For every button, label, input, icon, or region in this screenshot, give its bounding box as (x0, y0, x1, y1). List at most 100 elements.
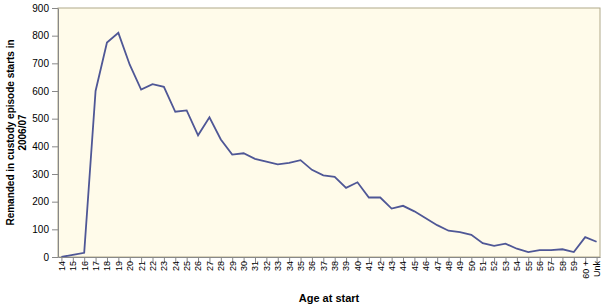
y-tick-mark (52, 229, 58, 230)
x-tick-label: 57 (546, 261, 556, 271)
x-tick: 26 (193, 257, 203, 271)
y-tick-label: 600 (32, 86, 49, 97)
y-tick-label: 400 (32, 141, 49, 152)
x-tick-label: 32 (262, 261, 272, 271)
y-tick: 900 (32, 3, 58, 14)
x-tick: 22 (148, 257, 158, 271)
x-tick: 21 (137, 257, 147, 271)
plot-background (58, 8, 600, 257)
y-tick-label: 500 (32, 113, 49, 124)
x-tick-label: 52 (489, 261, 499, 271)
y-tick: 500 (32, 113, 58, 124)
x-tick-label: 25 (182, 261, 192, 271)
x-tick: 18 (102, 257, 112, 271)
y-tick-mark (52, 174, 58, 175)
x-tick: 51 (478, 257, 488, 271)
y-axis: 0 100 200 300 400 500 600 700 800 900 (32, 3, 58, 263)
y-tick: 200 (32, 196, 58, 207)
x-tick: 59 (569, 257, 579, 271)
x-tick-label: 29 (228, 261, 238, 271)
x-tick-label: 34 (285, 261, 295, 271)
x-tick: 37 (319, 257, 329, 271)
y-tick-label: 800 (32, 30, 49, 41)
x-tick-label: 49 (455, 261, 465, 271)
y-axis-line (58, 9, 59, 258)
y-tick-mark (52, 202, 58, 203)
x-tick-label: 53 (501, 261, 511, 271)
x-tick-label: 23 (159, 261, 169, 271)
series (61, 33, 596, 257)
x-tick-label: 38 (330, 261, 340, 271)
x-tick-label: 17 (91, 261, 101, 271)
x-tick-label: 22 (148, 261, 158, 271)
x-tick: 23 (159, 257, 169, 271)
x-tick: 52 (489, 257, 499, 271)
x-tick-label: 33 (273, 261, 283, 271)
x-tick-label: 47 (433, 261, 443, 271)
x-tick-label: 15 (68, 261, 78, 271)
x-tick-label: 39 (341, 261, 351, 271)
x-tick-label: 26 (193, 261, 203, 271)
x-tick-label: 41 (364, 261, 374, 271)
x-tick: 44 (398, 257, 408, 271)
x-tick: 40 (353, 257, 363, 271)
x-tick-label: 46 (421, 261, 431, 271)
x-tick-label: 60 + (581, 261, 591, 279)
y-tick-mark (52, 36, 58, 37)
x-tick-label: 24 (171, 261, 181, 271)
y-tick-label: 100 (32, 224, 49, 235)
x-tick: 53 (501, 257, 511, 271)
x-tick: 17 (91, 257, 101, 271)
x-tick: 36 (307, 257, 317, 271)
x-tick: 57 (546, 257, 556, 271)
x-tick-label: 56 (535, 261, 545, 271)
y-axis-title: Remanded in custody episode starts in200… (5, 39, 28, 225)
x-tick: 20 (125, 257, 135, 271)
x-tick: 45 (410, 257, 420, 271)
x-tick: 54 (512, 257, 522, 271)
y-tick-mark (52, 146, 58, 147)
y-tick-mark (52, 119, 58, 120)
x-tick-label: 42 (376, 261, 386, 271)
x-tick-label: 54 (512, 261, 522, 271)
x-tick: 14 (57, 257, 67, 271)
x-tick-label: 45 (410, 261, 420, 271)
x-tick: 28 (216, 257, 226, 271)
y-tick: 100 (32, 224, 58, 235)
x-tick: 58 (558, 257, 568, 271)
y-tick-label: 900 (32, 3, 49, 14)
x-tick-label: 30 (239, 261, 249, 271)
plot: 0 100 200 300 400 500 600 700 800 900 141516171819… (32, 3, 602, 279)
x-tick-label: 50 (467, 261, 477, 271)
x-tick: 50 (467, 257, 477, 271)
x-tick-label: 55 (524, 261, 534, 271)
x-tick: 32 (262, 257, 272, 271)
x-tick-label: 43 (387, 261, 397, 271)
x-tick: 42 (376, 257, 386, 271)
x-tick: 38 (330, 257, 340, 271)
y-tick-label: 300 (32, 169, 49, 180)
y-tick: 600 (32, 86, 58, 97)
x-tick-label: 21 (137, 261, 147, 271)
y-tick-label: 0 (43, 252, 49, 263)
x-tick-label: 31 (250, 261, 260, 271)
x-tick: 43 (387, 257, 397, 271)
y-tick-label: 700 (32, 58, 49, 69)
x-axis-title: Age at start (299, 292, 360, 304)
x-tick: 46 (421, 257, 431, 271)
x-tick: 16 (80, 257, 90, 271)
y-axis-title-line: 2006/07 (17, 114, 28, 151)
x-tick-label: 16 (80, 261, 90, 271)
x-tick: 60 + (581, 257, 591, 279)
x-tick: 31 (250, 257, 260, 271)
x-tick: 30 (239, 257, 249, 271)
x-tick: 49 (455, 257, 465, 271)
y-tick: 300 (32, 169, 58, 180)
x-tick-label: 48 (444, 261, 454, 271)
x-tick-label: 20 (125, 261, 135, 271)
y-tick-label: 200 (32, 196, 49, 207)
x-tick-label: 19 (114, 261, 124, 271)
x-tick: 56 (535, 257, 545, 271)
y-tick: 700 (32, 58, 58, 69)
x-tick-label: Unk (592, 261, 602, 278)
